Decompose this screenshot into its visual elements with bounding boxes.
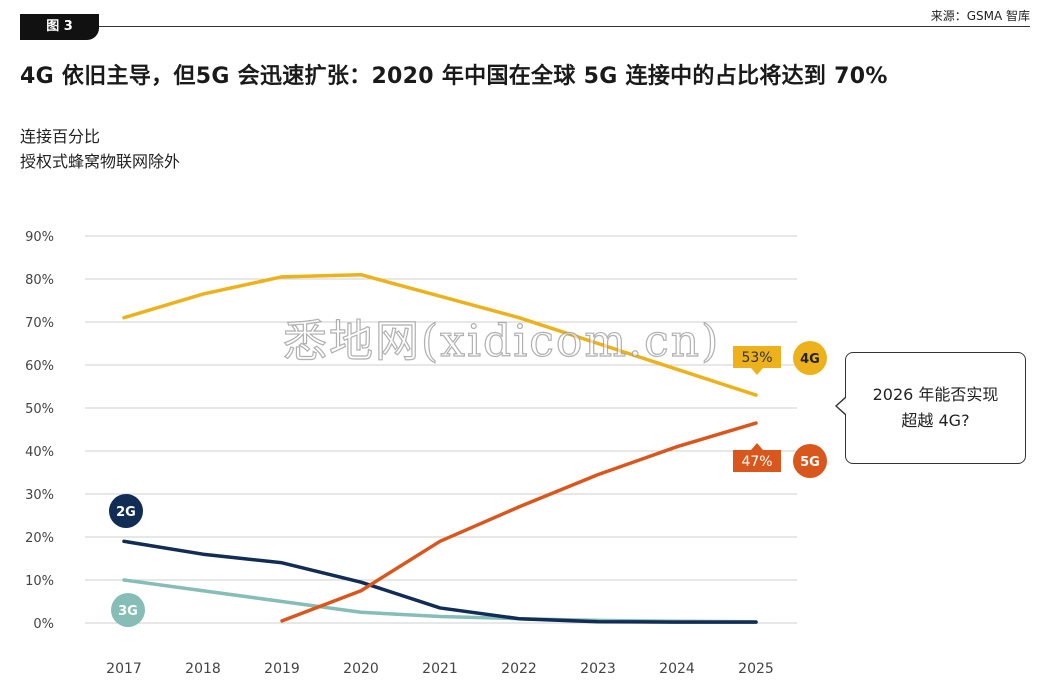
legend-badge-3G <box>111 593 145 627</box>
series-line-2G <box>122 539 758 624</box>
subtitle-line-2: 授权式蜂窝物联网除外 <box>20 152 181 171</box>
header-rule <box>99 26 1030 27</box>
legend-label-4G: 4G <box>800 352 820 367</box>
x-tick-label: 2017 <box>106 661 142 677</box>
x-tick-label: 2020 <box>343 661 379 677</box>
series-line-5G <box>280 421 758 623</box>
value-label-tag-5G <box>733 443 781 472</box>
y-tick-label: 50% <box>25 402 54 417</box>
y-tick-label: 10% <box>25 574 54 589</box>
y-tick-label: 40% <box>25 445 54 460</box>
callout-pointer-fill <box>837 398 846 414</box>
y-tick-label: 0% <box>33 617 54 632</box>
value-label-5G: 47% <box>741 454 772 470</box>
series-line-3G <box>122 578 758 624</box>
legend-badge-4G <box>793 341 827 375</box>
x-tick-label: 2018 <box>185 661 221 677</box>
y-tick-label: 20% <box>25 531 54 546</box>
source-note: 来源：GSMA 智库 <box>930 9 1030 23</box>
x-tick-label: 2023 <box>580 661 616 677</box>
value-label-tag-4G <box>733 346 781 375</box>
x-tick-label: 2022 <box>501 661 537 677</box>
watermark: 悉地网(xidicom.cn) <box>282 315 721 367</box>
chart-title: 4G 依旧主导，但5G 会迅速扩张：2020 年中国在全球 5G 连接中的占比将… <box>20 64 888 89</box>
figure-label: 图 3 <box>20 14 99 40</box>
value-label-4G: 53% <box>741 350 772 366</box>
y-tick-label: 90% <box>25 230 54 245</box>
callout-line-1: 2026 年能否实现 <box>872 385 999 404</box>
y-tick-label: 60% <box>25 359 54 374</box>
callout-line-2: 超越 4G? <box>901 411 970 430</box>
x-tick-label: 2019 <box>264 661 300 677</box>
legend-badge-5G <box>793 444 827 478</box>
x-tick-label: 2025 <box>738 661 774 677</box>
y-tick-label: 70% <box>25 316 54 331</box>
legend-label-3G: 3G <box>118 604 138 619</box>
legend-label-5G: 5G <box>800 455 820 470</box>
legend-label-2G: 2G <box>116 505 136 520</box>
y-tick-label: 30% <box>25 488 54 503</box>
x-tick-label: 2024 <box>659 661 695 677</box>
x-tick-label: 2021 <box>422 661 458 677</box>
callout-box: 2026 年能否实现 超越 4G? <box>845 352 1026 464</box>
series-line-4G <box>122 272 758 397</box>
subtitle-line-1: 连接百分比 <box>20 127 101 146</box>
legend-badge-2G <box>109 494 143 528</box>
y-tick-label: 80% <box>25 273 54 288</box>
